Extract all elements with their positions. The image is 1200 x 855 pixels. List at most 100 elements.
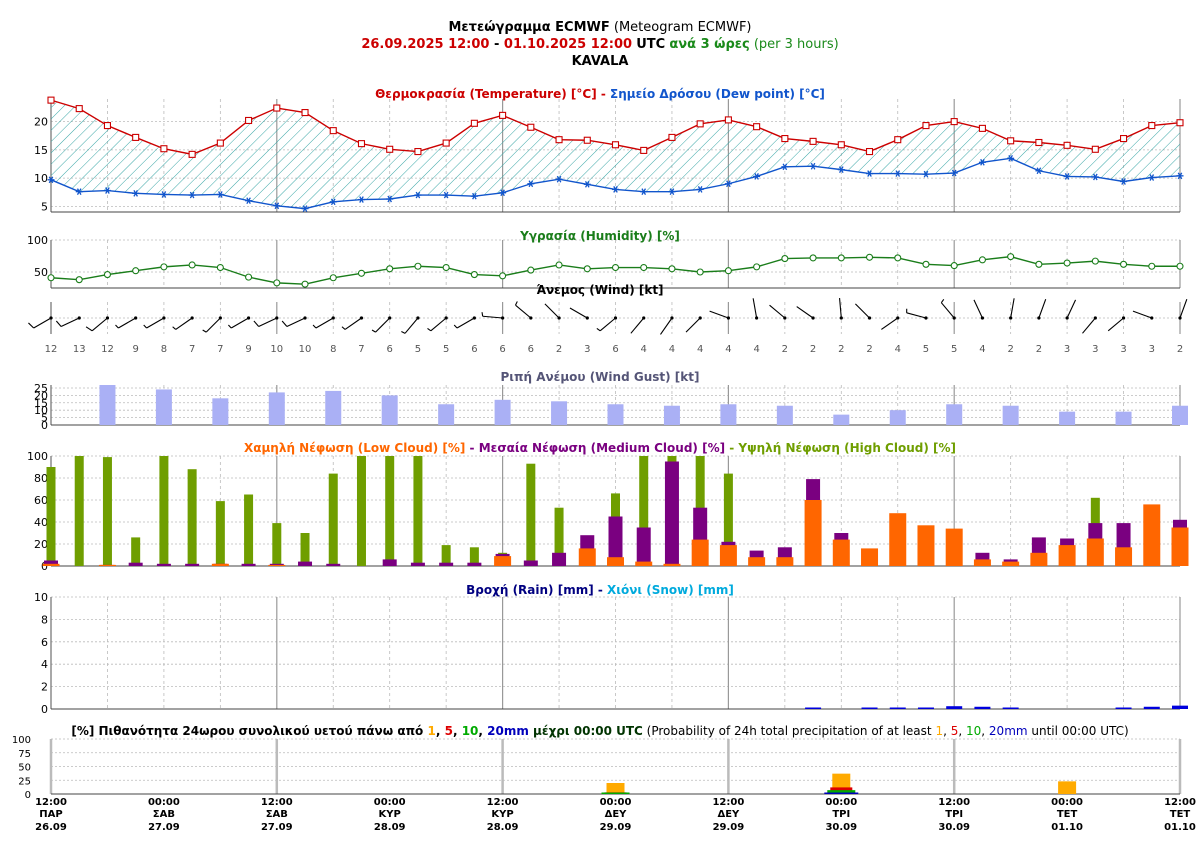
temperature-point bbox=[133, 134, 139, 140]
wind-barb-base bbox=[1066, 316, 1069, 319]
rain-bar bbox=[862, 708, 878, 710]
high-cloud-bar bbox=[188, 469, 197, 566]
probability-title-part: , bbox=[943, 724, 951, 738]
wind-barb-base bbox=[699, 316, 702, 319]
rain-bar bbox=[805, 708, 821, 710]
humidity-point bbox=[754, 264, 760, 270]
temperature-point bbox=[613, 142, 619, 148]
wind-barb-base bbox=[924, 316, 927, 319]
wind-barb-staff bbox=[1082, 318, 1095, 333]
wind-speed-label: 12 bbox=[45, 344, 58, 355]
wind-speed-label: 9 bbox=[132, 344, 138, 355]
wind-barb-base bbox=[49, 316, 52, 319]
wind-barb-half-flag bbox=[482, 312, 483, 316]
temperature-point bbox=[584, 137, 590, 143]
wind-speed-label: 2 bbox=[838, 344, 844, 355]
wind-barb bbox=[144, 316, 166, 328]
temperature-point bbox=[1008, 138, 1014, 144]
temperature-ytick-label: 5 bbox=[41, 200, 48, 213]
gust-bar bbox=[212, 398, 228, 425]
wind-speed-label: 6 bbox=[387, 344, 393, 355]
wind-speed-label: 3 bbox=[1149, 344, 1155, 355]
gust-bar bbox=[720, 404, 736, 425]
wind-barb-base bbox=[191, 316, 194, 319]
wind-barb bbox=[770, 305, 787, 319]
temperature-point bbox=[161, 146, 167, 152]
time-axis-date: 30.09 bbox=[938, 822, 970, 833]
humidity-point bbox=[1121, 261, 1127, 267]
humidity-point bbox=[1177, 263, 1183, 269]
low-cloud-bar bbox=[663, 564, 680, 566]
low-cloud-bar bbox=[974, 559, 991, 566]
wind-barb-half-flag bbox=[313, 325, 316, 328]
wind-barb-base bbox=[1094, 316, 1097, 319]
temperature-point bbox=[669, 134, 675, 140]
low-cloud-bar bbox=[833, 540, 850, 566]
cloud-title-part: Μεσαία Νέφωση (Medium Cloud) [%] bbox=[479, 441, 725, 455]
wind-barb-staff bbox=[686, 318, 700, 332]
time-axis-date: 28.09 bbox=[374, 822, 406, 833]
wind-barb-base bbox=[1150, 316, 1153, 319]
rain-bar bbox=[1144, 707, 1160, 709]
low-cloud-bar bbox=[635, 562, 652, 566]
humidity-point bbox=[274, 280, 280, 286]
gust-bar bbox=[1003, 406, 1019, 425]
wind-speed-label: 2 bbox=[556, 344, 562, 355]
high-cloud-bar bbox=[526, 464, 535, 566]
humidity-point bbox=[895, 255, 901, 261]
wind-barb bbox=[597, 316, 617, 330]
cloud-ytick-label: 40 bbox=[34, 516, 48, 529]
wind-speed-label: 8 bbox=[330, 344, 336, 355]
wind-speed-label: 3 bbox=[1092, 344, 1098, 355]
wind-barb bbox=[254, 316, 278, 326]
wind-speed-label: 7 bbox=[358, 344, 364, 355]
wind-barb-staff bbox=[231, 318, 248, 328]
humidity-point bbox=[641, 265, 647, 271]
temperature-point bbox=[1036, 140, 1042, 146]
title-en: (Meteogram ECMWF) bbox=[614, 20, 752, 35]
humidity-point bbox=[358, 270, 364, 276]
wind-barb-staff bbox=[1039, 299, 1046, 318]
rain-bar bbox=[918, 708, 934, 710]
temperature-title-part: Σημείο Δρόσου (Dew point) [°C] bbox=[610, 87, 825, 101]
gust-bar bbox=[325, 391, 341, 425]
wind-barb bbox=[282, 316, 306, 326]
humidity-point bbox=[923, 261, 929, 267]
probability-title: [%] Πιθανότητα 24ωρου συνολικού υετού πά… bbox=[71, 724, 1128, 738]
probability-title-part: until 00:00 UTC) bbox=[1028, 724, 1129, 738]
title: Μετεώγραμμα ECMWF (Meteogram ECMWF) bbox=[448, 20, 751, 35]
high-cloud-bar bbox=[75, 456, 84, 566]
cloud-ytick-label: 20 bbox=[34, 538, 48, 551]
precip-ytick-label: 4 bbox=[41, 658, 48, 671]
temperature-point bbox=[274, 105, 280, 111]
wind-barb-half-flag bbox=[144, 325, 147, 328]
wind-barb-staff bbox=[1180, 299, 1187, 318]
high-cloud-bar bbox=[103, 457, 112, 566]
low-cloud-bar bbox=[946, 529, 963, 566]
low-cloud-bar bbox=[805, 500, 822, 566]
wind-barb-base bbox=[275, 316, 278, 319]
wind-barb-base bbox=[670, 316, 673, 319]
humidity-point bbox=[500, 273, 506, 279]
probability-title-part: 20mm bbox=[989, 724, 1028, 738]
temperature-point bbox=[782, 136, 788, 142]
medium-cloud-bar bbox=[411, 563, 425, 566]
low-cloud-bar bbox=[212, 564, 229, 566]
wind-barb-flag bbox=[28, 323, 33, 328]
wind-barb bbox=[686, 316, 702, 332]
header: Μετεώγραμμα ECMWF (Meteogram ECMWF) 26.0… bbox=[361, 20, 838, 69]
probability-title-part: 20mm bbox=[487, 724, 529, 738]
period: 26.09.2025 12:00 - 01.10.2025 12:00 UTC … bbox=[361, 37, 838, 52]
wind-barb-flag bbox=[282, 321, 287, 326]
wind-barb-flag bbox=[56, 321, 61, 326]
wind-title: Άνεμος (Wind) [kt] bbox=[536, 283, 663, 297]
probability-title-part: μέχρι 00:00 UTC bbox=[529, 724, 643, 738]
humidity-point bbox=[217, 265, 223, 271]
wind-barb-staff bbox=[316, 318, 333, 328]
wind-barb-base bbox=[332, 316, 335, 319]
high-cloud-bar bbox=[244, 495, 253, 567]
wind-speed-label: 10 bbox=[299, 344, 312, 355]
